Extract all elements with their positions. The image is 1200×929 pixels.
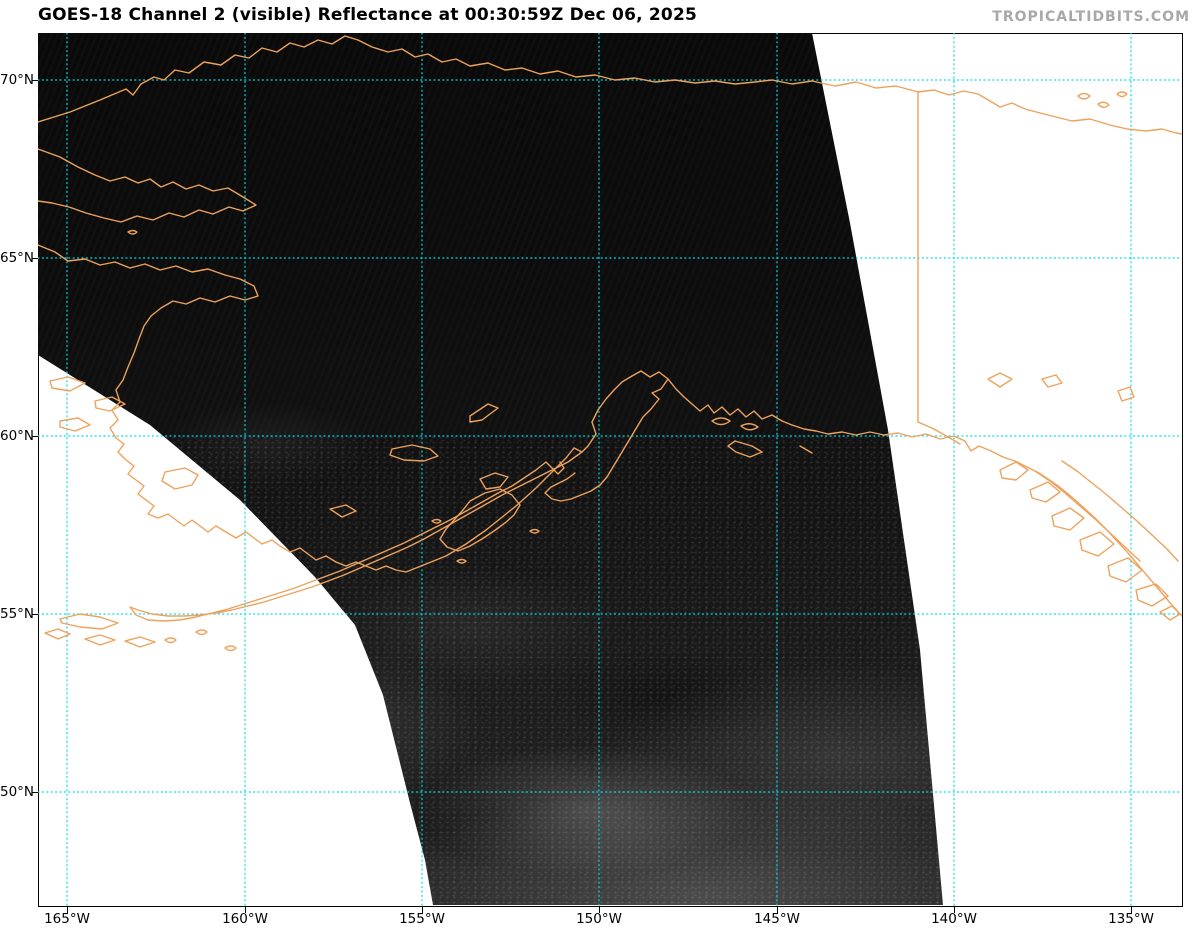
lon-tick-label: 150°W [576, 911, 622, 927]
arctic-coastline [38, 35, 1182, 135]
lon-tick-label: 160°W [222, 911, 268, 927]
kodiak-islets [431, 518, 540, 564]
kodiak-island [439, 488, 521, 552]
page-title: GOES-18 Channel 2 (visible) Reflectance … [38, 5, 697, 25]
coastlines [38, 35, 1182, 652]
alaska-peninsula-coast [129, 451, 583, 622]
becharof-lake [329, 504, 357, 518]
panhandle-islands [999, 461, 1181, 621]
lon-tick [954, 907, 955, 913]
longitude-gridlines [66, 33, 1132, 906]
iliamna-lake [389, 444, 439, 462]
lat-tick [32, 614, 38, 615]
lon-tick [245, 907, 246, 913]
lat-tick [32, 258, 38, 259]
panhandle-channels [1034, 460, 1179, 562]
map-overlay [38, 33, 1182, 906]
lat-tick-label: 55°N [0, 606, 35, 622]
west-alaska-coastline [38, 244, 589, 573]
small-island [127, 229, 138, 235]
lon-tick-label: 140°W [931, 911, 977, 927]
lat-tick [32, 80, 38, 81]
lon-tick [67, 907, 68, 913]
cook-inlet-coast [544, 370, 669, 502]
lat-tick-label: 60°N [0, 428, 35, 444]
afognak-island [479, 472, 509, 490]
pws-islands [711, 417, 813, 458]
lat-tick-label: 65°N [0, 250, 35, 266]
bering-islands [49, 376, 199, 490]
lake-clark [469, 403, 499, 423]
tropicaltidbits-watermark: TROPICALTIDBITS.COM [992, 9, 1190, 25]
lon-tick [1131, 907, 1132, 913]
seward-peninsula-coast [38, 148, 257, 223]
gulf-of-alaska-coast [667, 378, 1182, 617]
lat-tick-label: 50°N [0, 784, 35, 800]
latitude-gridlines [38, 79, 1182, 793]
lon-tick [422, 907, 423, 913]
aleutian-islands [44, 613, 237, 652]
alaska-canada-border [917, 91, 961, 445]
lon-tick-label: 145°W [754, 911, 800, 927]
lat-tick [32, 792, 38, 793]
yukon-lakes [987, 372, 1135, 402]
lat-tick [32, 436, 38, 437]
lat-tick-label: 70°N [0, 72, 35, 88]
lon-tick-label: 155°W [399, 911, 445, 927]
lon-tick [777, 907, 778, 913]
lon-tick [599, 907, 600, 913]
lon-tick-label: 165°W [44, 911, 90, 927]
satellite-map [38, 33, 1182, 906]
arctic-islands [1077, 91, 1128, 108]
lon-tick-label: 135°W [1108, 911, 1154, 927]
